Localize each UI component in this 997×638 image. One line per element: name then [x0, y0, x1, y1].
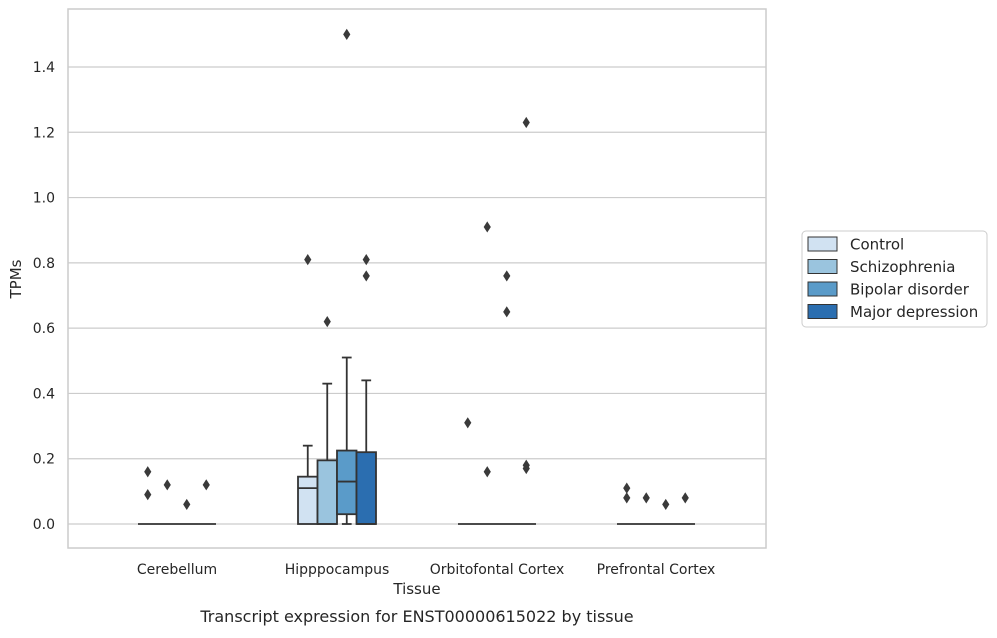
legend-label: Schizophrenia — [850, 258, 955, 276]
x-tick-label: Prefrontal Cortex — [597, 562, 716, 578]
legend-label: Bipolar disorder — [850, 281, 970, 299]
y-axis-label: TPMs — [7, 259, 25, 299]
y-tick-label: 0.8 — [33, 256, 55, 272]
outlier-point — [144, 466, 152, 478]
outlier-point — [202, 479, 210, 491]
plot-area-frame — [67, 8, 767, 549]
outlier-point — [681, 492, 689, 504]
legend-label: Control — [850, 236, 904, 254]
outlier-point — [362, 270, 370, 282]
outlier-point — [483, 221, 491, 233]
outlier-point — [304, 253, 312, 266]
x-tick-label: Cerebellum — [137, 562, 217, 578]
outlier-point — [323, 316, 331, 328]
series-bipolar-disorder — [177, 28, 676, 525]
x-axis-label: Tissue — [392, 580, 440, 598]
legend-frame — [801, 230, 988, 328]
y-tick-labels: 0.0 0.2 0.4 0.6 0.8 1.0 1.2 1.4 — [33, 60, 55, 533]
outlier-point — [522, 462, 530, 475]
outlier-point — [623, 492, 631, 504]
outlier-point — [642, 492, 650, 504]
y-tick-label: 1.2 — [33, 125, 55, 141]
outlier-point — [503, 270, 511, 282]
legend-swatch — [807, 259, 838, 274]
y-tick-label: 0.6 — [33, 321, 55, 337]
outlier-point — [483, 466, 491, 478]
legend-label: Major depression — [850, 303, 978, 321]
outlier-point — [144, 489, 152, 501]
outlier-point — [503, 306, 511, 318]
legend-swatch — [807, 236, 838, 252]
box-body — [355, 451, 377, 525]
outlier-point — [183, 498, 191, 511]
x-tick-label: Orbitofontal Cortex — [430, 562, 565, 578]
box-body — [297, 475, 319, 525]
series-control — [138, 253, 637, 525]
outlier-point — [343, 28, 351, 40]
y-tick-label: 1.4 — [33, 60, 55, 76]
x-tick-labels: Cerebellum Hipppocampus Orbitofontal Corte… — [137, 562, 715, 578]
y-tick-label: 0.0 — [33, 517, 55, 533]
outlier-point — [163, 479, 171, 491]
y-tick-label: 1.0 — [33, 191, 55, 207]
legend: Control Schizophrenia Bipolar disorder Majo… — [801, 230, 988, 328]
x-tick-label: Hipppocampus — [285, 562, 390, 578]
series-major-depression — [196, 116, 695, 525]
y-tick-label: 0.2 — [33, 452, 55, 468]
legend-swatch — [807, 304, 838, 319]
series-schizophrenia — [157, 221, 656, 525]
grid-lines — [68, 66, 766, 525]
outlier-point — [362, 253, 370, 266]
outlier-point — [662, 498, 670, 511]
outlier-point — [623, 482, 631, 494]
legend-swatch — [807, 281, 838, 297]
box-series-layer — [138, 28, 695, 525]
outlier-point — [464, 417, 472, 429]
outlier-point — [522, 116, 530, 129]
box-body — [316, 459, 338, 525]
chart-caption: Transcript expression for ENST0000061502… — [199, 607, 633, 626]
y-tick-label: 0.4 — [33, 386, 55, 402]
